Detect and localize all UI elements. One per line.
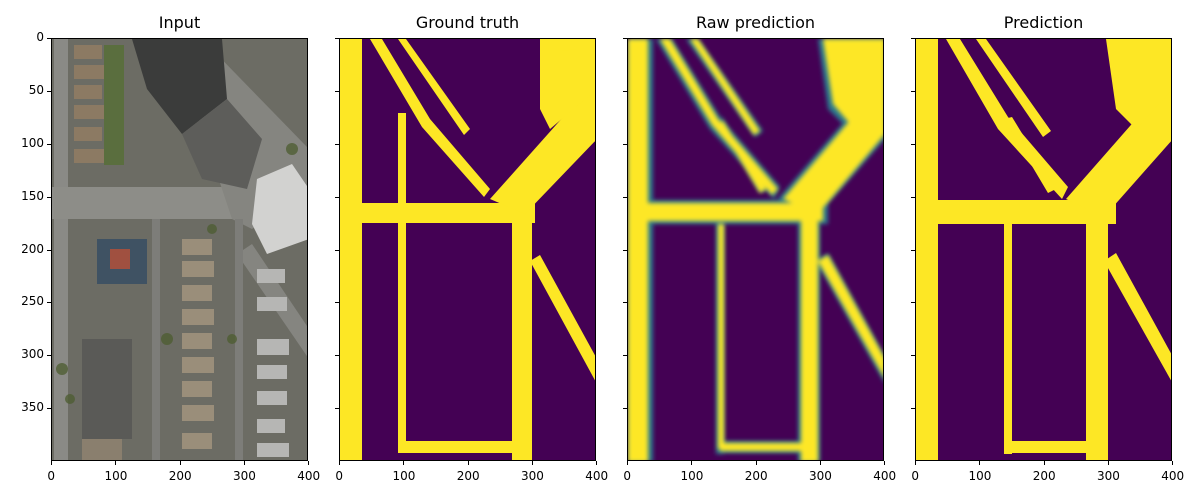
xtick-label: 0 — [623, 469, 632, 483]
xtick-label: 200 — [744, 469, 768, 483]
xtick-label: 300 — [232, 469, 256, 483]
xtick-label: 100 — [104, 469, 128, 483]
ytick-mark — [623, 196, 627, 198]
ytick-label: 200 — [21, 241, 44, 256]
prediction-panel — [915, 38, 1172, 461]
xtick-label: 200 — [456, 469, 480, 483]
ytick-mark — [911, 408, 915, 410]
ytick-mark — [623, 143, 627, 145]
ytick-mark — [911, 302, 915, 304]
panel-title-input: Input — [158, 13, 201, 32]
ytick-mark — [335, 143, 339, 145]
ytick-mark — [335, 249, 339, 251]
xtick-label: 400 — [297, 469, 321, 483]
panel-title-raw-prediction: Raw prediction — [695, 13, 815, 32]
ytick-mark — [911, 355, 915, 357]
ytick-mark — [335, 355, 339, 357]
ytick-mark — [335, 38, 339, 39]
input-image-panel — [51, 38, 308, 461]
ytick-mark — [335, 196, 339, 198]
ytick-label: 300 — [21, 347, 44, 362]
ytick-mark — [623, 302, 627, 304]
ytick-mark — [911, 90, 915, 92]
ytick-label: 50 — [28, 82, 44, 97]
ytick-label: 350 — [21, 400, 44, 415]
ytick-mark — [623, 90, 627, 92]
xtick-label: 400 — [873, 469, 897, 483]
xtick-mark — [1107, 461, 1109, 465]
xtick-label: 300 — [808, 469, 832, 483]
raw-prediction-mask — [628, 39, 883, 460]
xtick-label: 300 — [1096, 469, 1120, 483]
ytick-mark — [47, 90, 51, 92]
ytick-mark — [47, 355, 51, 357]
xtick-mark — [51, 461, 52, 465]
xtick-mark — [308, 461, 309, 465]
xtick-mark — [627, 461, 628, 465]
ytick-mark — [335, 302, 339, 304]
xtick-mark — [403, 461, 405, 465]
xtick-label: 100 — [392, 469, 416, 483]
xtick-label: 200 — [1032, 469, 1056, 483]
xtick-label: 0 — [335, 469, 344, 483]
ground-truth-panel — [339, 38, 596, 461]
xtick-mark — [1172, 461, 1173, 465]
ytick-mark — [623, 38, 627, 39]
xtick-mark — [979, 461, 981, 465]
ytick-mark — [911, 143, 915, 145]
xtick-label: 400 — [585, 469, 609, 483]
xtick-label: 400 — [1161, 469, 1185, 483]
xtick-label: 200 — [168, 469, 192, 483]
raw-prediction-panel — [627, 38, 884, 461]
ytick-label: 150 — [21, 188, 44, 203]
xtick-mark — [467, 461, 469, 465]
ytick-mark — [47, 408, 51, 410]
xtick-mark — [755, 461, 757, 465]
ytick-mark — [623, 355, 627, 357]
xtick-mark — [819, 461, 821, 465]
ytick-label: 100 — [21, 135, 44, 150]
xtick-mark — [531, 461, 533, 465]
ytick-mark — [623, 408, 627, 410]
xtick-mark — [115, 461, 117, 465]
ytick-mark — [623, 249, 627, 251]
ytick-mark — [335, 408, 339, 410]
ground-truth-mask — [340, 39, 595, 460]
ytick-mark — [47, 143, 51, 145]
ytick-mark — [335, 90, 339, 92]
xtick-mark — [915, 461, 916, 465]
ytick-mark — [47, 302, 51, 304]
xtick-label: 0 — [911, 469, 920, 483]
xtick-label: 300 — [520, 469, 544, 483]
panel-title-prediction: Prediction — [1003, 13, 1084, 32]
ytick-label: 250 — [21, 294, 44, 309]
prediction-mask — [916, 39, 1171, 460]
xtick-mark — [691, 461, 693, 465]
xtick-mark — [596, 461, 597, 465]
xtick-label: 100 — [680, 469, 704, 483]
ytick-mark — [47, 249, 51, 251]
xtick-mark — [243, 461, 245, 465]
panel-title-ground-truth: Ground truth — [415, 13, 520, 32]
xtick-mark — [179, 461, 181, 465]
ytick-mark — [47, 38, 51, 39]
ytick-mark — [911, 196, 915, 198]
xtick-mark — [884, 461, 885, 465]
ytick-mark — [911, 38, 915, 39]
ytick-mark — [911, 249, 915, 251]
xtick-label: 0 — [47, 469, 56, 483]
ytick-mark — [47, 196, 51, 198]
xtick-mark — [1043, 461, 1045, 465]
xtick-mark — [339, 461, 340, 465]
ytick-label: 0 — [36, 30, 44, 44]
satellite-image — [52, 39, 307, 460]
xtick-label: 100 — [968, 469, 992, 483]
